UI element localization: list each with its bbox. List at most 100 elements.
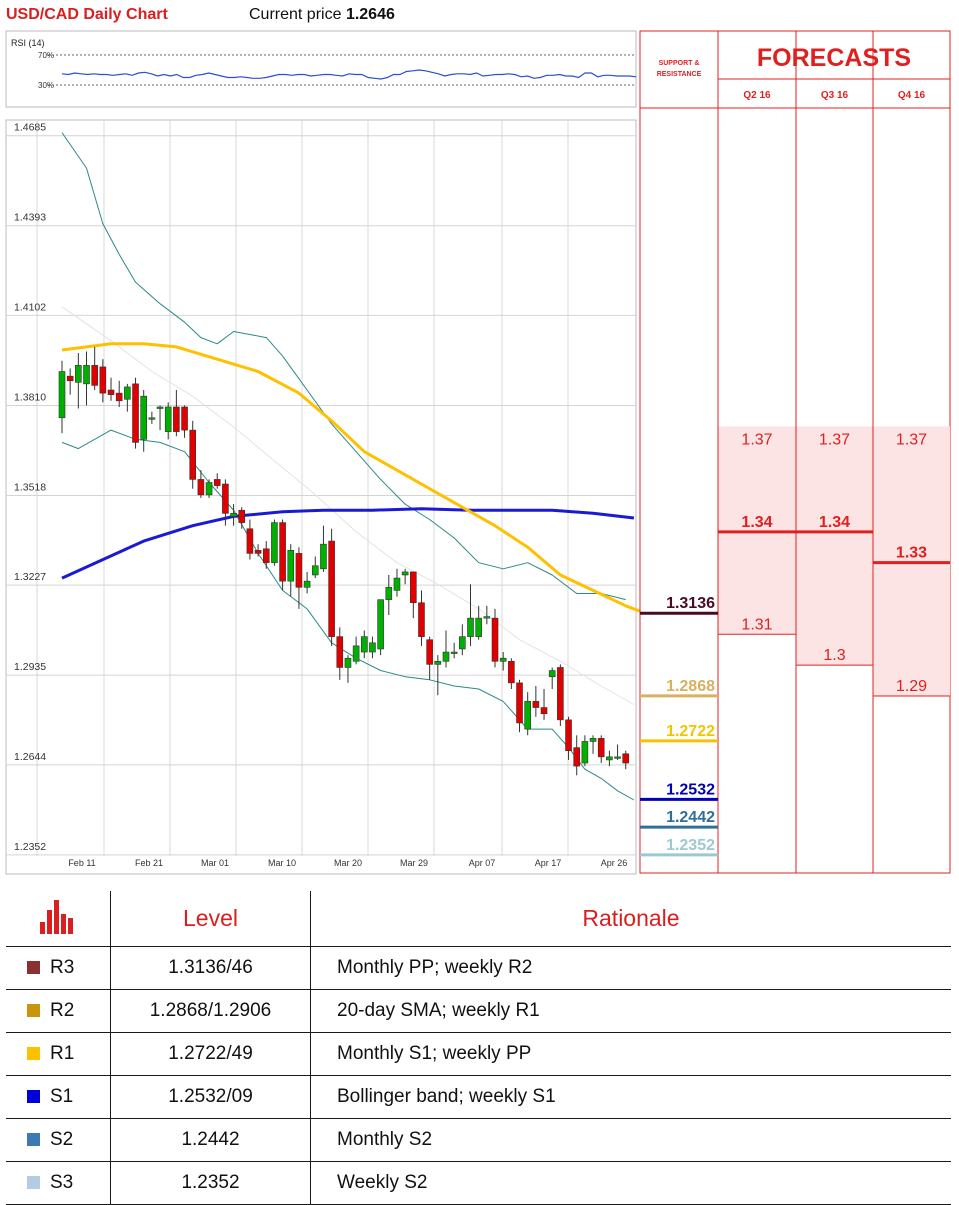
level-tag-cell: R1 — [6, 1032, 111, 1076]
level-tag-cell: R3 — [6, 946, 111, 990]
candle-body — [320, 543, 327, 570]
candle-body — [213, 479, 221, 486]
sr-level-label: 1.2442 — [666, 809, 715, 826]
forecast-high: 1.37 — [819, 431, 850, 448]
x-tick-label: Mar 20 — [334, 858, 362, 868]
level-rationale: 20-day SMA; weekly R1 — [310, 989, 951, 1033]
candle-body — [132, 383, 139, 443]
candle-body — [287, 550, 295, 582]
candle-body — [75, 365, 82, 383]
level-value: 1.2442 — [110, 1118, 311, 1162]
candle-body — [565, 719, 572, 751]
candle-body — [581, 741, 589, 764]
x-tick-label: Mar 10 — [268, 858, 296, 868]
candle-body — [622, 753, 630, 764]
candle-body — [352, 645, 360, 662]
candle-body — [107, 389, 115, 395]
candle-body — [173, 406, 180, 432]
candle-body — [597, 738, 605, 758]
candle-body — [189, 429, 197, 480]
candle-body — [548, 670, 556, 678]
rsi-panel: RSI (14) 70% 30% — [5, 30, 637, 108]
sr-header-line1: SUPPORT & — [659, 60, 700, 67]
level-color-swatch — [27, 1004, 40, 1017]
candle-body — [401, 571, 409, 576]
candle-body — [434, 660, 442, 665]
y-tick-label: 1.3518 — [14, 481, 46, 493]
level-value: 1.2722/49 — [110, 1032, 311, 1076]
candle-body — [311, 565, 319, 576]
candle-body — [164, 406, 172, 432]
level-row-r1: R1 1.2722/49 Monthly S1; weekly PP — [6, 1032, 951, 1076]
current-price: Current price 1.2646 — [249, 6, 395, 24]
forecast-mid: 1.33 — [896, 545, 927, 562]
candle-body — [58, 371, 66, 419]
candle-body — [303, 580, 311, 588]
level-color-swatch — [27, 1090, 40, 1103]
level-row-s1: S1 1.2532/09 Bollinger band; weekly S1 — [6, 1075, 951, 1119]
candle-body — [360, 636, 368, 653]
candle-body — [557, 667, 564, 721]
level-color-swatch — [27, 1176, 40, 1189]
candle-body — [91, 365, 98, 386]
sr-level-label: 1.2532 — [666, 781, 715, 798]
sma-50-line — [61, 342, 651, 617]
candle-body — [516, 682, 523, 724]
level-row-r3: R3 1.3136/46 Monthly PP; weekly R2 — [6, 946, 951, 990]
x-tick-label: Feb 21 — [135, 858, 163, 868]
y-tick-label: 1.2644 — [14, 751, 46, 763]
level-header: Level — [110, 891, 311, 947]
rsi-label: RSI (14) — [11, 38, 45, 48]
candle-body — [606, 756, 613, 761]
level-color-swatch — [27, 961, 40, 974]
chart-canvas: Feb 11 Feb 21 Mar 01 Mar 10 Mar 20 Mar 29 Apr … — [5, 30, 951, 875]
level-value: 1.2352 — [110, 1161, 311, 1205]
candle-body — [124, 386, 131, 400]
candle-body — [369, 642, 376, 653]
sr-level-label: 1.2722 — [666, 723, 715, 740]
price-value: 1.2646 — [345, 6, 395, 23]
candle-body — [262, 548, 270, 563]
candle-body — [393, 577, 401, 591]
y-tick-label: 1.3810 — [14, 391, 46, 403]
forecast-high: 1.37 — [741, 431, 772, 448]
candle-body — [344, 657, 352, 668]
candle-body — [614, 756, 621, 759]
level-rationale: Weekly S2 — [310, 1161, 951, 1205]
candle-body — [524, 701, 531, 730]
main-plot-frame — [5, 119, 637, 875]
y-tick-label: 1.3227 — [14, 571, 46, 583]
candle-body — [540, 707, 548, 715]
candle-body — [148, 417, 156, 420]
levels-table-header: Level Rationale — [6, 891, 951, 947]
candle-body — [442, 651, 450, 662]
level-tag: S1 — [50, 1086, 74, 1107]
candle-body — [385, 587, 393, 600]
level-color-swatch — [27, 1133, 40, 1146]
forecast-low: 1.29 — [896, 678, 927, 695]
rsi-lower-label: 30% — [38, 81, 54, 90]
candle-body — [181, 406, 188, 431]
y-tick-label: 1.4685 — [14, 122, 46, 134]
candle-body — [295, 553, 303, 588]
level-tag-cell: S3 — [6, 1161, 111, 1205]
level-rationale: Monthly S2 — [310, 1118, 951, 1162]
candle-body — [271, 522, 278, 563]
level-value: 1.2532/09 — [110, 1075, 311, 1119]
rsi-line — [61, 69, 637, 80]
candle-body — [115, 392, 123, 402]
candle-body — [467, 617, 474, 637]
y-tick-label: 1.2935 — [14, 661, 46, 673]
bar-chart-icon — [6, 891, 111, 947]
y-tick-label: 1.4393 — [14, 212, 46, 224]
candle-body — [410, 571, 417, 604]
level-row-s3: S3 1.2352 Weekly S2 — [6, 1161, 951, 1205]
quarter-header: Q2 16 — [743, 90, 771, 101]
y-tick-label: 1.4102 — [14, 301, 46, 313]
candle-body — [99, 366, 107, 394]
candle-body — [450, 651, 458, 654]
level-value: 1.3136/46 — [110, 946, 311, 990]
level-tag: R3 — [50, 957, 75, 978]
level-rationale: Monthly S1; weekly PP — [310, 1032, 951, 1076]
candle-body — [328, 540, 335, 637]
